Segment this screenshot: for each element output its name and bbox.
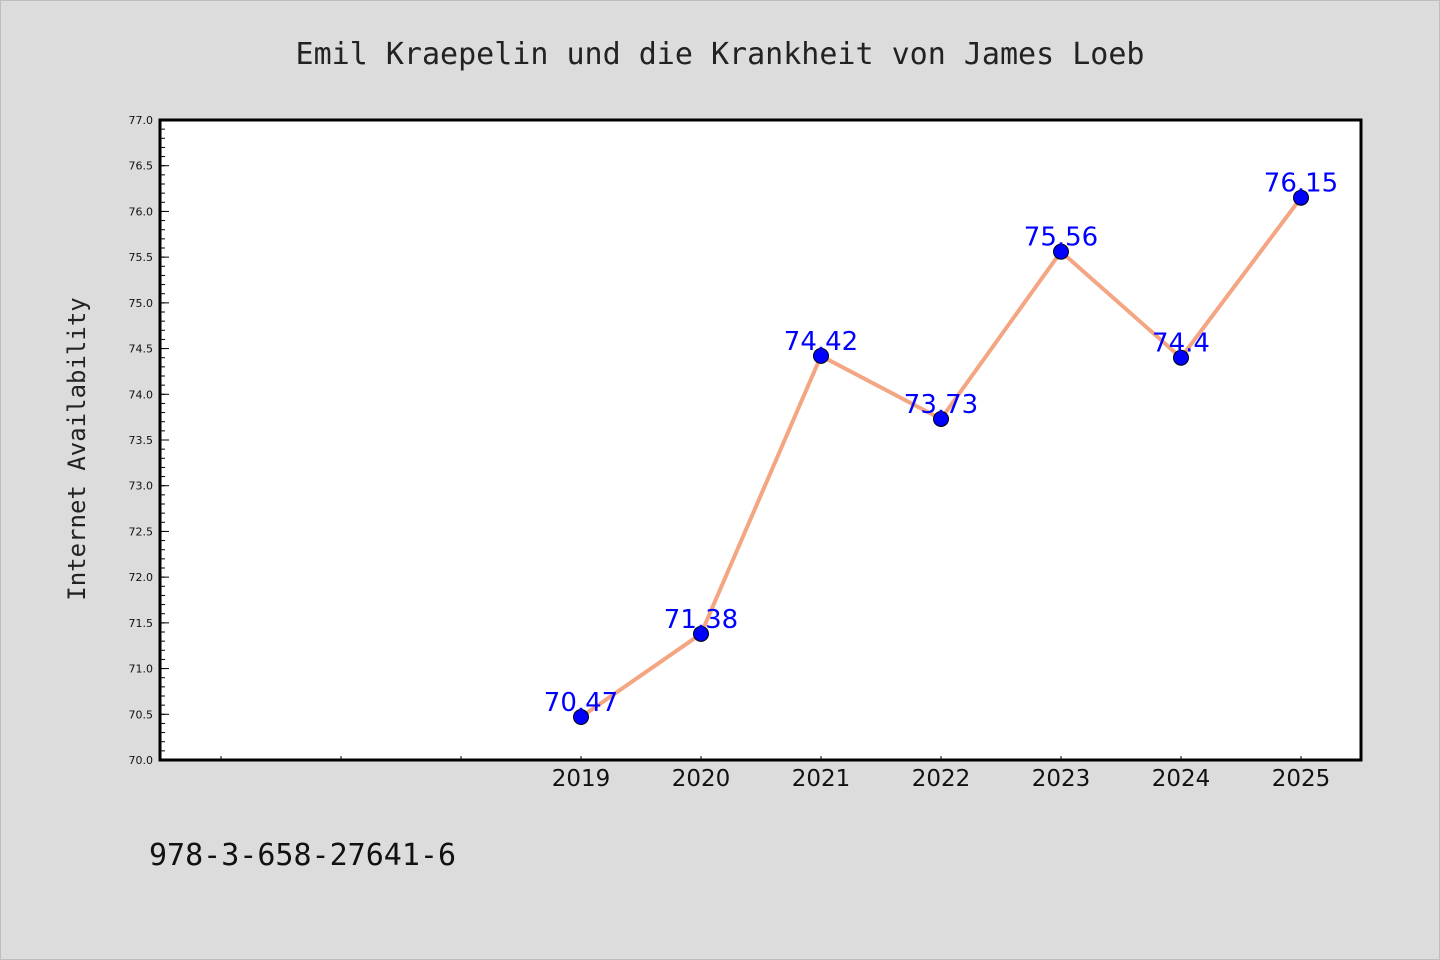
x-tick-label: 2025 (1272, 766, 1331, 792)
y-tick-label: 76.5 (129, 160, 154, 173)
data-point (813, 347, 829, 364)
y-tick-label: 70.0 (129, 754, 154, 767)
y-tick-label: 77.0 (129, 114, 154, 127)
y-axis-label: Internet Availability (63, 297, 91, 600)
data-label: 74.42 (784, 327, 858, 357)
data-point (573, 709, 589, 726)
y-tick-label: 72.5 (129, 525, 154, 538)
data-point (1173, 349, 1189, 366)
y-tick-label: 74.0 (129, 388, 154, 401)
y-tick-label: 71.5 (129, 617, 154, 630)
x-tick-label: 2022 (912, 766, 971, 792)
y-tick-label: 72.0 (129, 571, 154, 584)
data-label: 74.4 (1152, 329, 1210, 359)
y-tick-label: 73.5 (129, 434, 154, 447)
data-label: 73.73 (904, 390, 978, 420)
y-tick-label: 73.0 (129, 480, 154, 493)
y-tick-label: 74.5 (129, 343, 154, 356)
data-point (693, 625, 709, 642)
y-tick-label: 70.5 (129, 708, 154, 721)
x-tick-label: 2024 (1152, 766, 1211, 792)
y-axis-ticks: 70.0 70.5 71.0 71.5 72.0 72.5 73.0 73.5 74.0 74.5… (129, 114, 169, 767)
data-label: 76.15 (1264, 169, 1338, 199)
x-tick-label: 2023 (1032, 766, 1091, 792)
data-point (1053, 243, 1069, 260)
y-tick-label: 71.0 (129, 663, 154, 676)
data-label: 71.38 (664, 605, 738, 635)
data-point (1293, 189, 1309, 206)
isbn-text: 978-3-658-27641-6 (149, 838, 456, 873)
chart-title: Emil Kraepelin und die Krankheit von Jam… (296, 37, 1145, 72)
x-tick-label: 2020 (672, 766, 731, 792)
y-tick-label: 76.0 (129, 205, 154, 218)
x-tick-label: 2019 (552, 766, 611, 792)
data-label: 70.47 (544, 688, 618, 718)
data-point (933, 410, 949, 427)
x-tick-label: 2021 (792, 766, 851, 792)
y-tick-label: 75.5 (129, 251, 154, 264)
y-tick-label: 75.0 (129, 297, 154, 310)
x-axis-ticks: 2019 2020 2021 2022 2023 2024 2025 (220, 756, 1331, 792)
plot-area (158, 118, 1363, 762)
series-group: 70.47 71.38 74.42 73.73 75.56 74.4 76.15 (544, 169, 1338, 726)
data-label: 75.56 (1024, 223, 1098, 253)
